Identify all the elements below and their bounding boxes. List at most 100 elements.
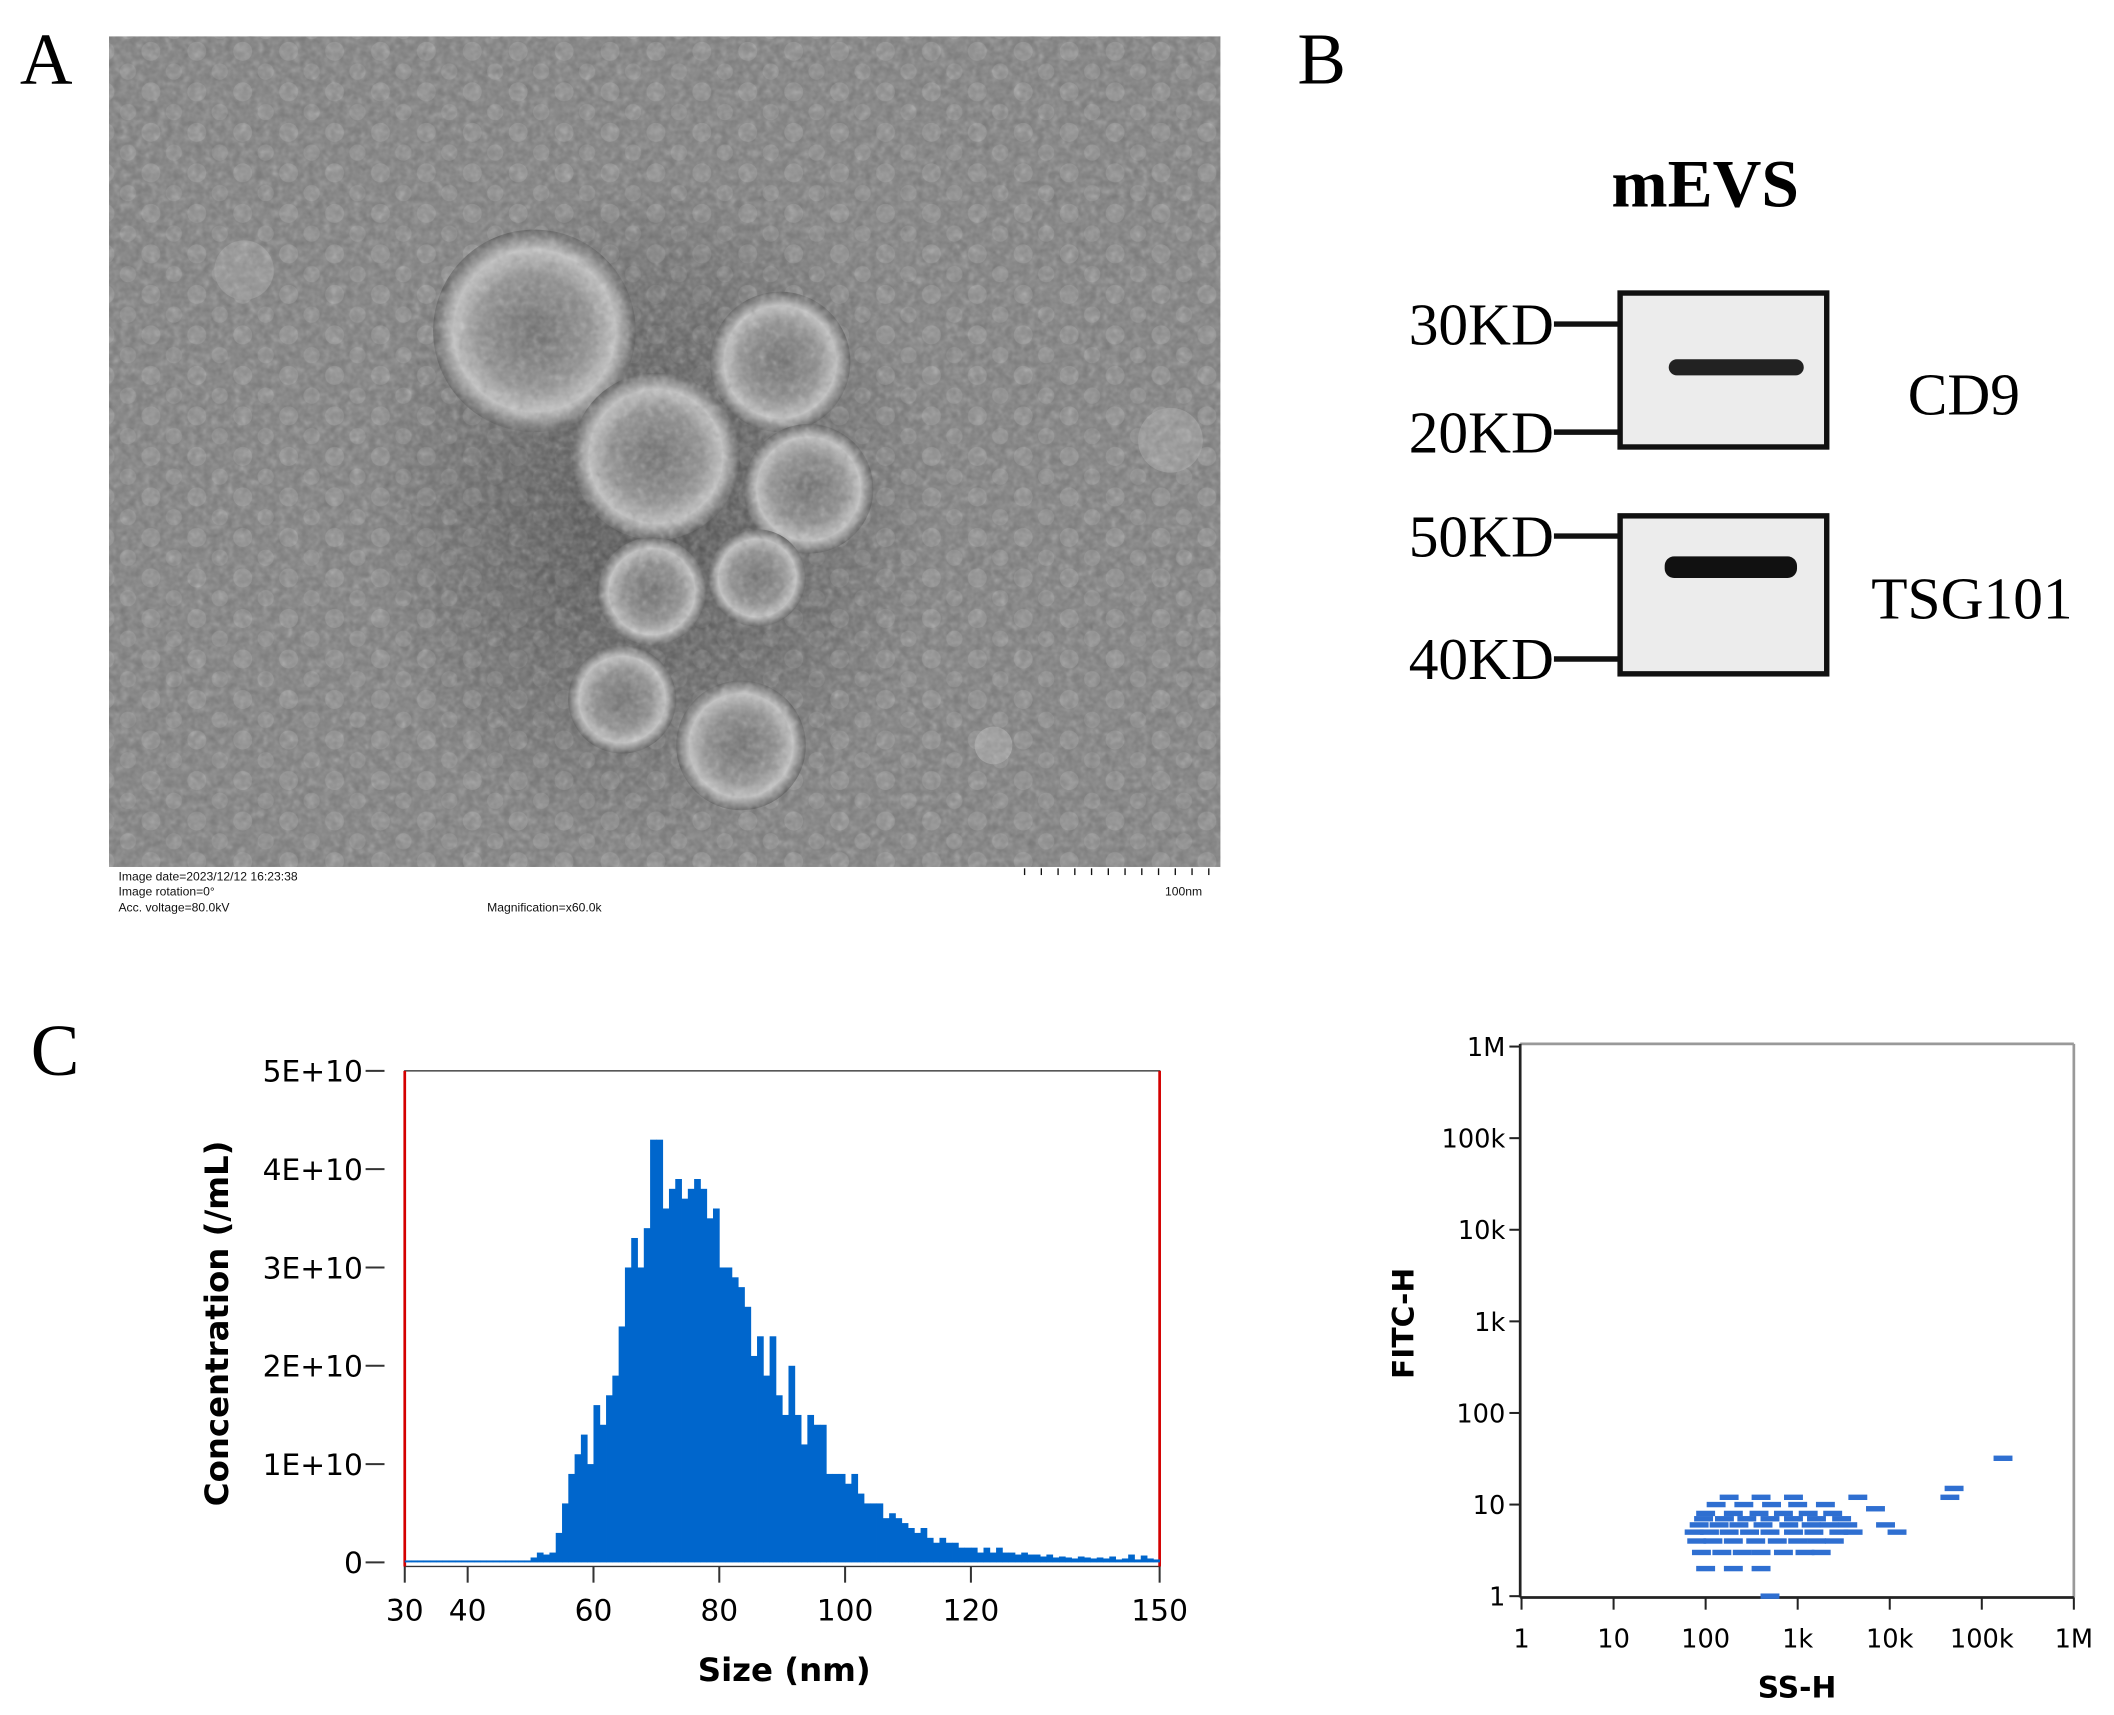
histogram-bar [845, 1483, 852, 1563]
histogram-bar [423, 1560, 431, 1563]
histogram-bar [920, 1527, 928, 1563]
x-tick-label: 1k [1782, 1624, 1813, 1654]
histogram-bar [411, 1560, 418, 1563]
scatter-point [1823, 1510, 1843, 1517]
histogram-bar [637, 1267, 645, 1563]
y-tick-label: 3E+10 [263, 1251, 363, 1286]
histogram-bar [782, 1414, 789, 1563]
histogram-bar [819, 1424, 827, 1563]
scale-bar [1023, 868, 1210, 876]
scatter-point [1804, 1529, 1824, 1535]
histogram-bar [536, 1552, 544, 1563]
histogram-bar [1052, 1557, 1060, 1563]
histogram-bar [549, 1552, 557, 1563]
x-axis-title: Size (nm) [698, 1651, 871, 1689]
histogram-bar [738, 1287, 745, 1563]
scatter-point [1729, 1522, 1749, 1528]
histogram-bar [838, 1473, 846, 1563]
scatter-point [1696, 1510, 1716, 1517]
histogram-bar [977, 1552, 984, 1563]
scatter-point [1696, 1565, 1716, 1572]
histogram-bar [763, 1375, 771, 1563]
x-tick-label: 1M [2055, 1624, 2093, 1654]
histogram-bar [1128, 1554, 1135, 1563]
histogram-bar [1153, 1559, 1161, 1563]
histogram-bar [1103, 1558, 1110, 1563]
histogram-bar [1071, 1558, 1079, 1563]
scatter-point [1703, 1538, 1723, 1544]
scatter-point [1784, 1494, 1803, 1501]
x-axis-title: SS-H [1758, 1670, 1837, 1705]
histogram-bar [599, 1424, 607, 1563]
histogram-bar [1096, 1557, 1104, 1563]
histogram-bar [618, 1326, 626, 1563]
histogram-bar [429, 1560, 437, 1563]
x-tick-label: 40 [449, 1593, 487, 1628]
scatter-point [1753, 1522, 1773, 1528]
histogram-bar [543, 1554, 550, 1563]
histogram-bar [788, 1365, 796, 1563]
histogram-bar [757, 1336, 764, 1563]
histogram-bar [744, 1306, 752, 1563]
y-tick-label: 10 [1473, 1491, 1506, 1521]
histogram-bar [889, 1513, 896, 1563]
histogram-bar [863, 1503, 871, 1563]
panel-label: C [31, 1010, 80, 1091]
histogram-bar [945, 1542, 953, 1563]
marker-label: 30KD [1409, 291, 1554, 357]
histogram-bar [505, 1560, 513, 1563]
histogram-bar [562, 1503, 569, 1563]
histogram-bar [1033, 1554, 1041, 1563]
scatter-point [1760, 1593, 1780, 1599]
histogram-bar [1021, 1552, 1028, 1563]
scatter-point [1843, 1529, 1863, 1535]
x-tick-label: 10 [1597, 1624, 1630, 1654]
histogram-bar [989, 1552, 997, 1563]
x-tick-label: 60 [575, 1593, 613, 1628]
scatter-point [1807, 1516, 1826, 1522]
tem-info: Acc. voltage=80.0kV [118, 901, 230, 915]
panel-label: A [20, 19, 73, 100]
marker-label: 40KD [1409, 626, 1554, 692]
scatter-point [1801, 1522, 1821, 1528]
scatter-point [1740, 1529, 1760, 1535]
x-tick-label: 100 [817, 1593, 874, 1628]
histogram-bar [983, 1547, 991, 1563]
histogram-bar [568, 1473, 576, 1563]
scatter-point [1784, 1516, 1803, 1522]
scatter-point [1824, 1538, 1844, 1544]
histogram-bar [813, 1424, 821, 1563]
scatter-point [1811, 1549, 1831, 1556]
histogram-bar [650, 1139, 657, 1563]
y-tick-label: 1k [1474, 1308, 1505, 1338]
histogram-bar [706, 1218, 714, 1563]
histogram-bar [612, 1375, 620, 1563]
histogram-bar [1140, 1555, 1148, 1563]
histogram-bar [656, 1139, 664, 1563]
histogram-bar [624, 1267, 632, 1563]
histogram-bar [480, 1560, 487, 1563]
tem-info: Image rotation=0° [118, 884, 214, 898]
histogram-bar [832, 1473, 840, 1563]
histogram-bar [996, 1547, 1003, 1563]
histogram-bar [851, 1473, 859, 1563]
x-tick-label: 100 [1681, 1624, 1730, 1654]
panel-label: B [1297, 19, 1346, 100]
scatter-point [1723, 1510, 1743, 1517]
band-label: CD9 [1908, 362, 2020, 428]
histogram-bar [952, 1542, 959, 1563]
scatter-point [1723, 1565, 1743, 1572]
y-tick-label: 100k [1442, 1125, 1506, 1155]
histogram-bar [712, 1208, 720, 1563]
scatter-point [1737, 1516, 1757, 1522]
histogram-bar [574, 1454, 582, 1563]
histogram-bar [1134, 1559, 1142, 1563]
scatter-point [1832, 1516, 1852, 1522]
tem-image [109, 36, 1221, 867]
histogram-bar [517, 1560, 525, 1563]
x-tick-label: 80 [700, 1593, 738, 1628]
scatter-point [1798, 1510, 1818, 1517]
histogram-bar [939, 1537, 947, 1563]
scatter-point [1876, 1522, 1895, 1528]
